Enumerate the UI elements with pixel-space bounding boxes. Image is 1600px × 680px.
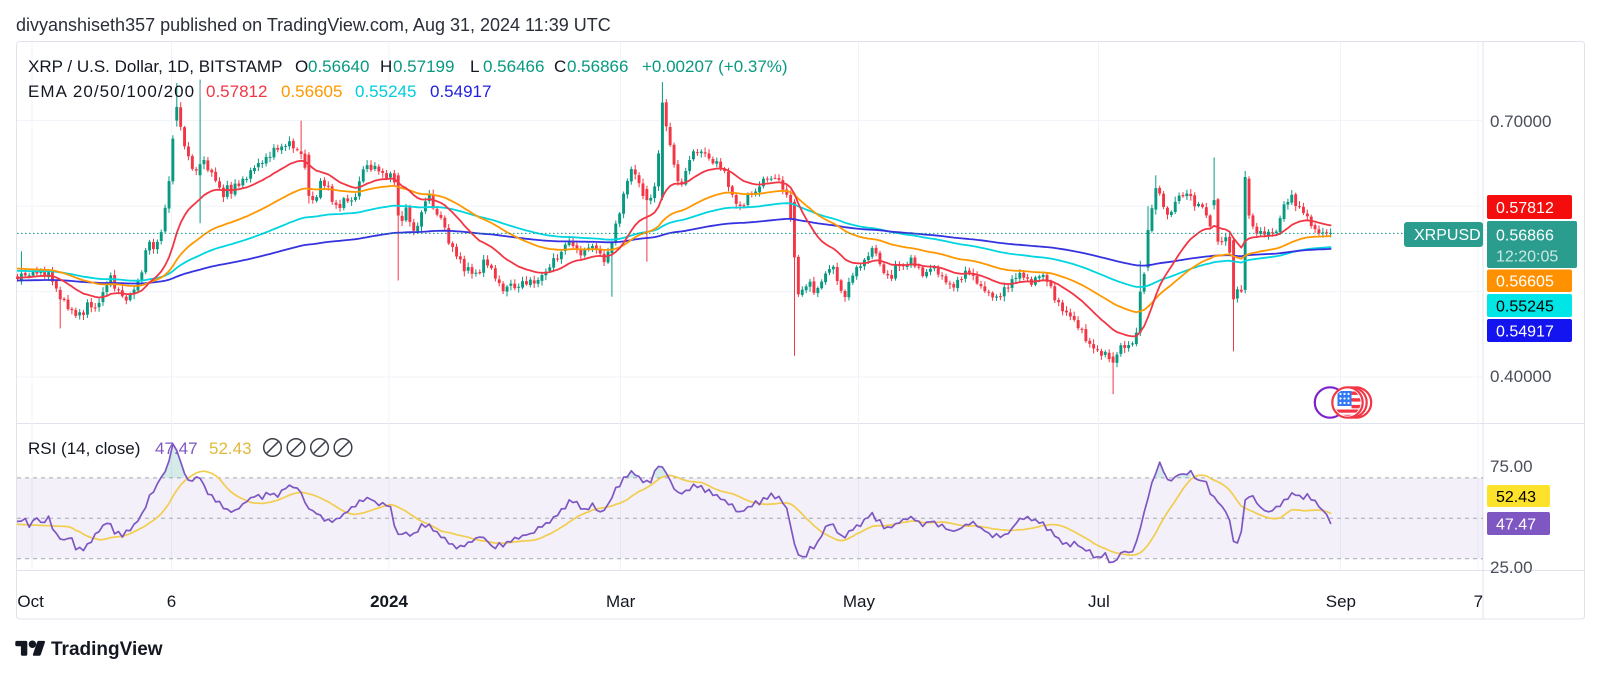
svg-text:H: H xyxy=(380,57,392,76)
svg-text:May: May xyxy=(843,592,876,611)
svg-text:0.56640: 0.56640 xyxy=(308,57,369,76)
svg-text:O: O xyxy=(295,57,308,76)
svg-text:0.55245: 0.55245 xyxy=(1496,298,1554,315)
svg-text:25.00: 25.00 xyxy=(1490,558,1533,577)
svg-text:47.47: 47.47 xyxy=(155,439,198,458)
svg-text:2024: 2024 xyxy=(370,592,408,611)
svg-text:0.70000: 0.70000 xyxy=(1490,112,1551,131)
svg-text:0.55245: 0.55245 xyxy=(355,82,416,101)
svg-text:Mar: Mar xyxy=(606,592,636,611)
svg-text:Sep: Sep xyxy=(1326,592,1356,611)
svg-text:0.54917: 0.54917 xyxy=(430,82,491,101)
svg-text:75.00: 75.00 xyxy=(1490,457,1533,476)
svg-text:C: C xyxy=(554,57,566,76)
svg-text:0.40000: 0.40000 xyxy=(1490,367,1551,386)
svg-text:divyanshiseth357 published on: divyanshiseth357 published on TradingVie… xyxy=(16,15,611,35)
svg-text:47.47: 47.47 xyxy=(1496,516,1536,533)
svg-text:0.56866: 0.56866 xyxy=(567,57,628,76)
svg-text:7: 7 xyxy=(1474,592,1483,611)
svg-text:0.56466: 0.56466 xyxy=(483,57,544,76)
svg-text:12:20:05: 12:20:05 xyxy=(1496,249,1558,266)
svg-text:0.56605: 0.56605 xyxy=(281,82,342,101)
svg-text:TradingView: TradingView xyxy=(51,639,163,660)
svg-text:52.43: 52.43 xyxy=(209,439,252,458)
svg-text:XRP / U.S. Dollar, 1D, BITSTAM: XRP / U.S. Dollar, 1D, BITSTAMP xyxy=(28,57,282,76)
svg-text:52.43: 52.43 xyxy=(1496,489,1536,506)
svg-text:RSI (14, close): RSI (14, close) xyxy=(28,439,140,458)
svg-text:0.54917: 0.54917 xyxy=(1496,323,1554,340)
svg-text:Oct: Oct xyxy=(17,592,44,611)
svg-text:+0.00207 (+0.37%): +0.00207 (+0.37%) xyxy=(642,57,788,76)
svg-text:0.56605: 0.56605 xyxy=(1496,274,1554,291)
svg-text:Jul: Jul xyxy=(1088,592,1110,611)
svg-text:0.56866: 0.56866 xyxy=(1496,228,1554,245)
svg-text:XRPUSD: XRPUSD xyxy=(1414,227,1481,244)
svg-text:0.57812: 0.57812 xyxy=(1496,200,1554,217)
svg-text:L: L xyxy=(470,57,479,76)
svg-text:0.57812: 0.57812 xyxy=(206,82,267,101)
svg-text:0.57199: 0.57199 xyxy=(393,57,454,76)
svg-text:6: 6 xyxy=(167,592,176,611)
svg-text:EMA 20/50/100/200: EMA 20/50/100/200 xyxy=(28,82,195,101)
